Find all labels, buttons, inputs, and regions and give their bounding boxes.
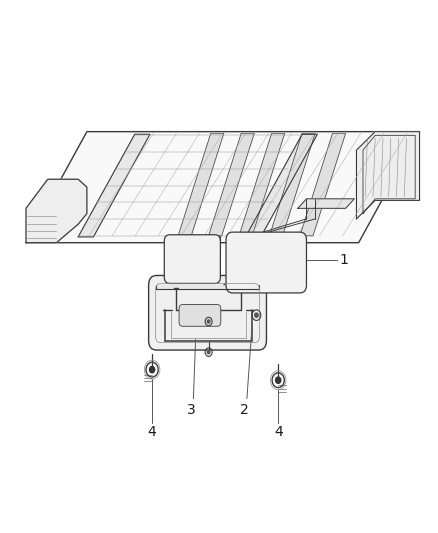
Polygon shape: [189, 278, 249, 288]
Polygon shape: [239, 133, 284, 236]
FancyBboxPatch shape: [179, 304, 220, 326]
Polygon shape: [245, 134, 317, 237]
FancyBboxPatch shape: [164, 235, 220, 284]
Polygon shape: [178, 133, 223, 236]
Circle shape: [207, 320, 209, 323]
Polygon shape: [356, 132, 419, 219]
Polygon shape: [208, 133, 254, 236]
Polygon shape: [156, 285, 258, 289]
Polygon shape: [26, 179, 87, 243]
Circle shape: [254, 313, 258, 317]
Circle shape: [207, 351, 209, 354]
Polygon shape: [26, 132, 419, 243]
Text: 2: 2: [240, 403, 248, 417]
Text: 4: 4: [148, 425, 156, 439]
FancyBboxPatch shape: [148, 276, 266, 350]
Text: 1: 1: [338, 253, 347, 266]
Text: 3: 3: [187, 403, 195, 417]
Polygon shape: [299, 133, 345, 236]
Text: 4: 4: [273, 425, 282, 439]
Circle shape: [149, 367, 154, 373]
FancyBboxPatch shape: [226, 232, 306, 293]
Polygon shape: [78, 134, 150, 237]
Circle shape: [275, 377, 280, 383]
Polygon shape: [297, 199, 353, 208]
Polygon shape: [269, 133, 314, 236]
